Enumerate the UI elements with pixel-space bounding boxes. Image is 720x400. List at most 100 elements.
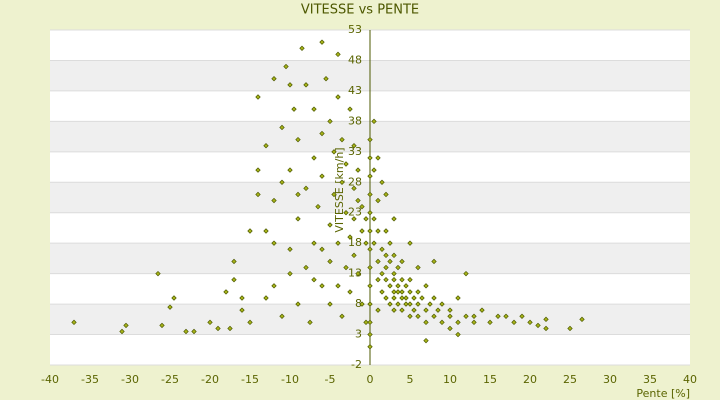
scatter-point xyxy=(367,191,373,198)
y-tick-label: 3 xyxy=(355,328,362,341)
y-tick-label: 23 xyxy=(348,206,362,219)
scatter-point xyxy=(387,240,393,246)
scatter-point xyxy=(383,264,389,271)
scatter-point xyxy=(331,149,337,155)
scatter-point xyxy=(407,301,413,307)
scatter-point xyxy=(159,322,165,329)
scatter-point xyxy=(339,179,345,185)
scatter-point xyxy=(307,319,313,326)
x-tick-label: -5 xyxy=(325,373,336,386)
scatter-point xyxy=(283,63,289,70)
scatter-point xyxy=(123,322,129,329)
scatter-point xyxy=(367,331,373,338)
scatter-point xyxy=(295,191,301,198)
scatter-point xyxy=(387,283,393,289)
scatter-point xyxy=(407,289,413,295)
scatter-point xyxy=(543,316,549,323)
scatter-point xyxy=(319,246,325,252)
scatter-point xyxy=(295,301,301,307)
scatter-point xyxy=(351,185,357,192)
plot-area xyxy=(50,29,690,366)
scatter-point xyxy=(327,258,333,265)
scatter-point xyxy=(271,283,277,289)
scatter-point xyxy=(303,185,309,192)
scatter-point xyxy=(391,277,397,283)
x-tick-label: -10 xyxy=(281,373,299,386)
scatter-point xyxy=(271,240,277,246)
scatter-point xyxy=(367,264,373,271)
scatter-point xyxy=(351,143,357,149)
scatter-point xyxy=(327,222,333,228)
scatter-point xyxy=(303,264,309,271)
scatter-point xyxy=(379,179,385,185)
y-tick-label: -2 xyxy=(351,358,362,371)
x-tick-label: 30 xyxy=(603,373,617,386)
scatter-point xyxy=(299,45,305,51)
scatter-point xyxy=(351,252,357,259)
scatter-point xyxy=(347,289,353,295)
scatter-point xyxy=(319,173,325,179)
scatter-point xyxy=(407,277,413,283)
scatter-point xyxy=(423,283,429,289)
scatter-point xyxy=(391,216,397,222)
scatter-point xyxy=(271,76,277,82)
scatter-point xyxy=(303,82,309,88)
scatter-point xyxy=(471,313,477,319)
scatter-point xyxy=(391,295,397,301)
x-tick-label: 40 xyxy=(683,373,697,386)
x-tick-label: 10 xyxy=(443,373,457,386)
scatter-point xyxy=(383,191,389,198)
x-tick-label: 15 xyxy=(483,373,497,386)
x-tick-label: -40 xyxy=(41,373,59,386)
scatter-point xyxy=(347,234,353,240)
x-tick-label: 0 xyxy=(367,373,374,386)
scatter-point xyxy=(439,301,445,307)
scatter-point xyxy=(331,191,337,198)
scatter-point xyxy=(411,295,417,301)
scatter-point xyxy=(387,258,393,265)
scatter-point xyxy=(359,301,365,307)
scatter-point xyxy=(419,295,425,301)
scatter-point xyxy=(119,328,125,335)
y-tick-label: 8 xyxy=(355,297,362,310)
x-tick-label: -25 xyxy=(161,373,179,386)
scatter-point xyxy=(495,313,501,319)
scatter-point xyxy=(231,277,237,283)
y-tick-label: 13 xyxy=(348,267,362,280)
y-tick-label: 53 xyxy=(348,23,362,36)
scatter-point xyxy=(311,240,317,246)
scatter-point xyxy=(323,76,329,82)
scatter-point xyxy=(343,264,349,271)
scatter-point xyxy=(455,331,461,338)
scatter-point xyxy=(71,319,77,326)
scatter-point xyxy=(347,106,353,112)
scatter-point xyxy=(183,328,189,335)
scatter-point xyxy=(391,289,397,295)
x-tick-label: -15 xyxy=(241,373,259,386)
scatter-point xyxy=(447,313,453,319)
x-tick-label: 5 xyxy=(407,373,414,386)
scatter-point xyxy=(215,325,221,332)
scatter-point xyxy=(391,270,397,277)
scatter-point xyxy=(363,319,369,326)
scatter-point xyxy=(423,337,429,344)
scatter-point xyxy=(399,295,405,301)
scatter-point xyxy=(447,307,453,313)
scatter-point xyxy=(287,167,293,173)
scatter-point xyxy=(263,295,269,301)
scatter-point xyxy=(319,283,325,289)
scatter-point xyxy=(379,246,385,252)
scatter-point xyxy=(375,307,381,313)
x-tick-label: -20 xyxy=(201,373,219,386)
scatter-point xyxy=(339,313,345,319)
scatter-point xyxy=(191,328,197,335)
x-tick-label: -30 xyxy=(121,373,139,386)
scatter-point xyxy=(395,264,401,271)
scatter-point xyxy=(387,301,393,307)
scatter-point xyxy=(407,313,413,319)
scatter-point xyxy=(395,283,401,289)
scatter-point xyxy=(579,316,585,323)
scatter-point xyxy=(367,155,373,161)
scatter-point xyxy=(383,277,389,283)
scatter-point xyxy=(415,313,421,319)
